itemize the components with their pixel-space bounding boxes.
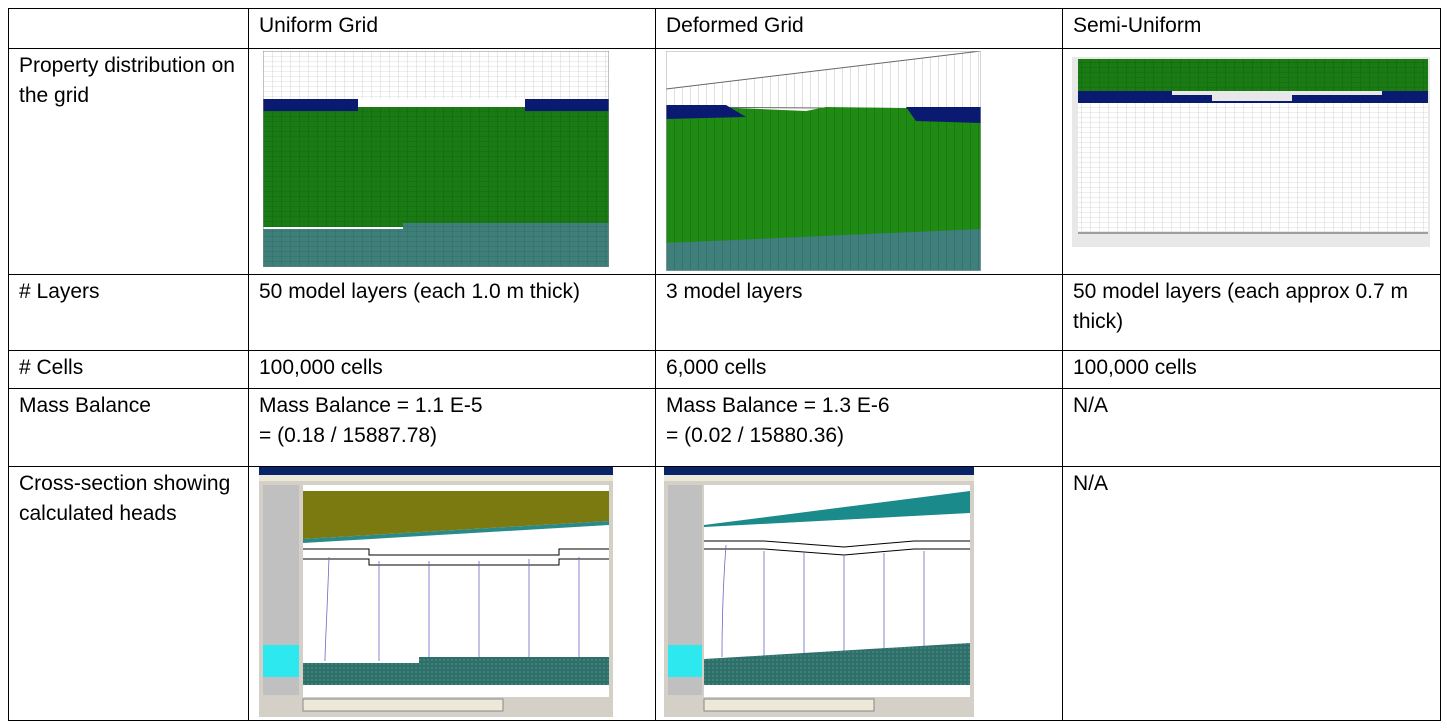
cell: 6,000 cells [655, 350, 1063, 389]
row: Property distribution on the grid [8, 48, 1441, 275]
image-cell [248, 48, 656, 275]
line: N/A [1073, 394, 1109, 417]
image-cell [655, 48, 1063, 275]
row-label: Property distribution on the grid [8, 48, 249, 275]
column-header: Uniform Grid [248, 8, 656, 49]
line: = (0.18 / 15887.78) [259, 424, 438, 447]
semi-uniform-image [1072, 57, 1430, 247]
line: Mass Balance = 1.1 E-5 [259, 394, 483, 417]
cell: 3 model layers [655, 274, 1063, 351]
image-cell [248, 466, 656, 721]
corner-cell [8, 8, 249, 49]
row: Mass Balance Mass Balance = 1.1 E-5 = (0.… [8, 388, 1441, 467]
cell: Mass Balance = 1.1 E-5 = (0.18 / 15887.78… [248, 388, 656, 467]
cell: 50 model layers (each 1.0 m thick) [248, 274, 656, 351]
row: # Cells 100,000 cells 6,000 cells 100,00… [8, 350, 1441, 389]
cell: N/A [1062, 388, 1441, 467]
header-row: Uniform Grid Deformed Grid Semi-Uniform [8, 8, 1441, 49]
image-cell [1062, 48, 1441, 275]
row: # Layers 50 model layers (each 1.0 m thi… [8, 274, 1441, 351]
image-cell [655, 466, 1063, 721]
row-label: # Cells [8, 350, 249, 389]
cell: Mass Balance = 1.3 E-6 = (0.02 / 15880.36… [655, 388, 1063, 467]
cell: 100,000 cells [248, 350, 656, 389]
column-header: Semi-Uniform [1062, 8, 1441, 49]
line: Mass Balance = 1.3 E-6 [666, 394, 890, 417]
cell: 50 model layers (each approx 0.7 m thick… [1062, 274, 1441, 351]
cell: 100,000 cells [1062, 350, 1441, 389]
row: Cross-section showing calculated heads [8, 466, 1441, 721]
row-label: # Layers [8, 274, 249, 351]
uniform-cross-section [259, 467, 613, 717]
row-label: Mass Balance [8, 388, 249, 467]
comparison-table: Uniform Grid Deformed Grid Semi-Uniform … [8, 8, 1441, 721]
line: = (0.02 / 15880.36) [666, 424, 845, 447]
column-header: Deformed Grid [655, 8, 1063, 49]
cell: N/A [1062, 466, 1441, 721]
row-label: Cross-section showing calculated heads [8, 466, 249, 721]
deformed-grid-image [666, 51, 981, 271]
uniform-grid-image [263, 51, 609, 267]
deformed-cross-section [664, 467, 974, 717]
